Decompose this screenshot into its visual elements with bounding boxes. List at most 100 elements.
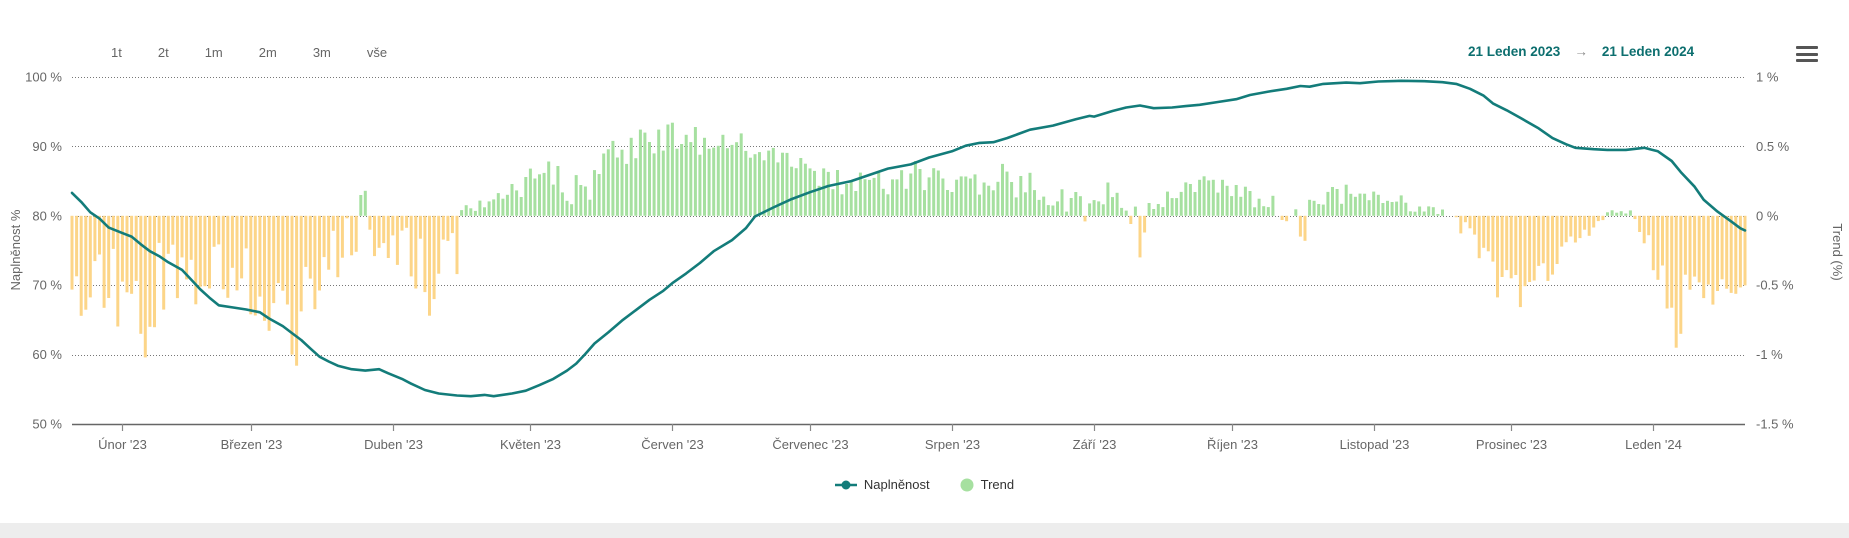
trend-bar [716,145,720,216]
trend-bar [1399,195,1403,216]
date-to-input[interactable]: 21 Leden 2024 [1601,44,1695,59]
trend-bar [1541,215,1545,264]
trend-bar [1647,215,1651,236]
trend-bar [684,134,688,216]
trend-bar [1179,191,1183,216]
x-axis-month-label: Březen '23 [221,437,283,452]
trend-bar [987,185,991,216]
trend-bar [492,199,496,216]
x-axis-month-label: Červen '23 [641,437,703,452]
y-axis-right-label: -1.5 % [1756,417,1794,432]
trend-bar [1477,215,1481,259]
trend-bar [542,172,546,216]
trend-bar [235,215,239,291]
trend-bar [1211,179,1215,216]
legend-item-trend[interactable]: Trend [960,477,1014,492]
trend-bar [75,215,79,277]
trend-bar [1592,215,1596,228]
y-axis-left-title: Naplněnost % [8,209,23,290]
trend-bar [913,161,917,216]
trend-bar [1656,215,1660,280]
x-axis-month-label: Prosinec '23 [1476,437,1547,452]
trend-bar [1056,201,1059,216]
trend-bar [1734,215,1738,294]
trend-bar [1262,206,1266,216]
trend-bar [1014,197,1018,216]
trend-bar [446,215,450,241]
trend-bar [1028,172,1032,216]
trend-bar [313,215,317,310]
trend-bar [1418,206,1422,216]
trend-bar [845,184,849,216]
trend-bar [208,215,211,289]
range-button-2m[interactable]: 2m [258,45,277,60]
trend-bar [1051,205,1055,216]
range-button-1t[interactable]: 1t [111,45,122,60]
x-axis-month-label: Únor '23 [98,437,147,452]
chart-menu-button[interactable] [1796,46,1818,62]
trend-bar [1367,200,1371,216]
trend-bar [1619,211,1623,216]
trend-bar [1642,215,1646,244]
trend-bar [1560,215,1564,247]
trend-bar [794,168,798,216]
trend-bar [1124,210,1128,216]
range-button-2t[interactable]: 2t [157,45,169,60]
trend-bar [1390,202,1394,216]
trend-bar [1298,215,1302,237]
trend-bar [450,215,454,234]
trend-bar [1303,215,1307,241]
trend-bar [1431,207,1435,216]
trend-bar [281,215,285,291]
trend-bar [1138,215,1142,258]
trend-bar [515,190,519,216]
trend-bar [143,215,147,358]
trend-bar [1473,215,1477,235]
trend-bar [166,215,170,254]
trend-bar [643,132,647,216]
trend-bar [1523,215,1527,287]
trend-bar [299,215,303,312]
trend-bar [689,142,693,216]
trend-bar [941,178,945,216]
range-button-vše[interactable]: vše [366,45,388,60]
trend-bar [368,215,372,230]
trend-bar [560,192,564,216]
trend-bar [377,215,381,248]
trend-bar [1551,215,1554,275]
y-axis-left-label: 100 % [25,70,62,85]
trend-bar [666,124,670,216]
hamburger-menu-icon [1796,46,1818,49]
trend-bar [849,180,853,216]
trend-bar [854,191,858,216]
range-button-1m[interactable]: 1m [204,45,223,60]
trend-bar [813,170,816,216]
y-axis-right-label: -0.5 % [1756,278,1794,293]
trend-bar [441,215,445,240]
y-axis-left-label: 90 % [32,139,62,154]
trend-bar [868,179,871,216]
trend-bar [652,153,656,216]
legend-item-naplnenost[interactable]: Naplněnost [834,477,930,492]
trend-bar [198,215,202,287]
trend-bar [648,142,651,216]
trend-bar [1358,193,1362,216]
trend-bar [670,122,674,216]
range-button-3m[interactable]: 3m [312,45,331,60]
trend-bar [725,148,729,216]
trend-bar [638,129,642,216]
trend-bar [88,215,92,298]
trend-bar [1596,215,1600,222]
trend-bar [1023,192,1027,216]
trend-bar [1308,199,1312,216]
trend-bar [900,170,904,216]
trend-bar [1253,207,1257,216]
trend-bars-series [70,122,1747,366]
trend-bar [240,215,244,279]
trend-bar [414,215,418,289]
date-from-input[interactable]: 21 Leden 2023 [1468,44,1561,59]
trend-bar [1505,215,1509,271]
trend-bar [877,172,881,216]
trend-bar [1638,215,1642,232]
